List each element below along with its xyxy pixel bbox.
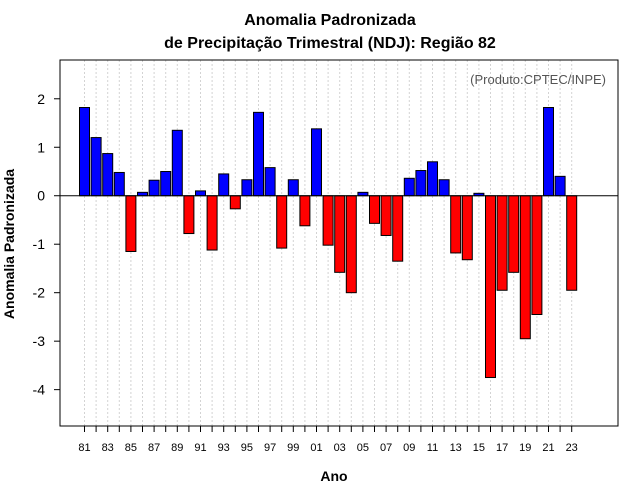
y-axis: 2 1 0 -1 -2 -3 -4: [33, 91, 60, 398]
bars: [79, 107, 578, 379]
bar-05: [357, 191, 369, 197]
x-tick-label: 11: [427, 442, 438, 454]
x-tick-label: 13: [450, 442, 462, 454]
y-tick-label: 1: [37, 139, 45, 155]
bar-96: [253, 111, 264, 197]
x-tick-label: 01: [310, 442, 322, 454]
bar-10: [415, 170, 427, 197]
x-tick-label: 23: [566, 442, 578, 454]
x-tick-label: 07: [380, 442, 392, 454]
bar-99: [287, 179, 299, 197]
x-tick-label: 09: [403, 442, 415, 454]
bar-87: [148, 179, 160, 197]
bar-09: [403, 177, 415, 197]
gridlines: [84, 60, 573, 426]
x-axis-label: Ano: [320, 468, 347, 484]
bar-81: [79, 107, 90, 197]
bar-89: [171, 129, 183, 197]
bar-01: [311, 128, 322, 197]
bar-20: [531, 195, 543, 316]
bar-23: [566, 195, 578, 291]
y-tick-label: 0: [37, 188, 45, 204]
bar-83: [102, 153, 114, 197]
y-tick-label: -3: [33, 333, 46, 349]
bar-22: [554, 175, 566, 197]
bar-88: [160, 170, 172, 197]
x-tick-label: 95: [241, 442, 253, 454]
x-tick-label: 85: [125, 442, 137, 454]
y-axis-label: Anomalia Padronizada: [1, 169, 17, 319]
x-axis: 81 83 85 87 89 91 93 95 97 99 01 03 05 07 09 11 13 15 17 19…: [78, 426, 578, 454]
bar-02: [322, 195, 334, 246]
y-tick-label: 2: [37, 91, 45, 107]
bar-06: [369, 195, 380, 224]
bar-19: [519, 195, 531, 340]
bar-11: [427, 161, 438, 197]
bar-98: [276, 195, 288, 249]
bar-95: [241, 179, 253, 197]
x-tick-label: 87: [148, 442, 160, 454]
bar-91: [195, 190, 206, 197]
bar-16: [485, 195, 496, 379]
bar-94: [229, 195, 241, 210]
x-tick-label: 89: [171, 442, 183, 454]
bar-85: [125, 195, 137, 252]
y-tick-label: -2: [33, 285, 46, 301]
x-tick-label: 15: [473, 442, 485, 454]
y-tick-label: -4: [33, 382, 46, 398]
bar-13: [450, 195, 462, 254]
bar-00: [299, 195, 311, 227]
bar-03: [334, 195, 346, 273]
bar-04: [345, 195, 357, 294]
x-tick-label: 97: [264, 442, 276, 454]
credit-label: (Produto:CPTEC/INPE): [470, 72, 606, 87]
chart-title-line2: de Precipitação Trimestral (NDJ): Região…: [164, 35, 496, 52]
bar-14: [461, 195, 473, 261]
bar-82: [90, 137, 102, 197]
y-tick-label: -1: [33, 236, 46, 252]
bar-07: [380, 195, 392, 236]
bar-18: [508, 195, 520, 273]
x-tick-label: 17: [496, 442, 508, 454]
bar-86: [137, 191, 148, 197]
bar-90: [183, 195, 195, 235]
x-tick-label: 81: [78, 442, 90, 454]
bar-97: [264, 167, 276, 197]
x-tick-label: 91: [194, 442, 206, 454]
bar-84: [113, 171, 125, 197]
plot-border: [59, 59, 619, 427]
bar-92: [206, 195, 218, 251]
bar-93: [218, 173, 230, 197]
x-tick-label: 03: [334, 442, 346, 454]
bar-21: [543, 107, 554, 197]
x-tick-label: 19: [519, 442, 531, 454]
x-tick-label: 05: [357, 442, 369, 454]
x-tick-label: 21: [542, 442, 554, 454]
chart-title-line1: Anomalia Padronizada: [244, 12, 416, 29]
bar-08: [392, 195, 404, 262]
x-tick-label: 93: [218, 442, 230, 454]
x-tick-label: 99: [287, 442, 299, 454]
bar-17: [496, 195, 508, 291]
bar-12: [438, 179, 450, 197]
x-tick-label: 83: [102, 442, 114, 454]
